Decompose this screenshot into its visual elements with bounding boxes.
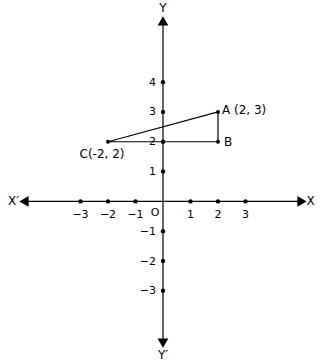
svg-text:−3: −3 <box>140 284 156 297</box>
svg-text:−2: −2 <box>100 208 116 221</box>
svg-text:3: 3 <box>149 105 156 118</box>
svg-text:X: X <box>306 194 314 208</box>
svg-text:X′: X′ <box>8 194 19 208</box>
svg-text:1: 1 <box>149 165 156 178</box>
svg-text:2: 2 <box>215 208 222 221</box>
svg-text:1: 1 <box>187 208 194 221</box>
svg-text:−2: −2 <box>140 255 156 268</box>
svg-text:−1: −1 <box>127 208 143 221</box>
svg-text:O: O <box>151 206 160 219</box>
svg-text:C(-2, 2): C(-2, 2) <box>80 147 125 161</box>
svg-text:A (2, 3): A (2, 3) <box>222 103 266 117</box>
svg-text:2: 2 <box>149 135 156 149</box>
svg-text:−1: −1 <box>140 225 156 238</box>
svg-text:B: B <box>224 135 232 149</box>
svg-text:−3: −3 <box>72 208 88 221</box>
svg-text:Y: Y <box>158 1 167 15</box>
svg-text:4: 4 <box>149 76 156 89</box>
svg-text:3: 3 <box>242 208 249 221</box>
svg-text:Y′: Y′ <box>157 348 168 362</box>
